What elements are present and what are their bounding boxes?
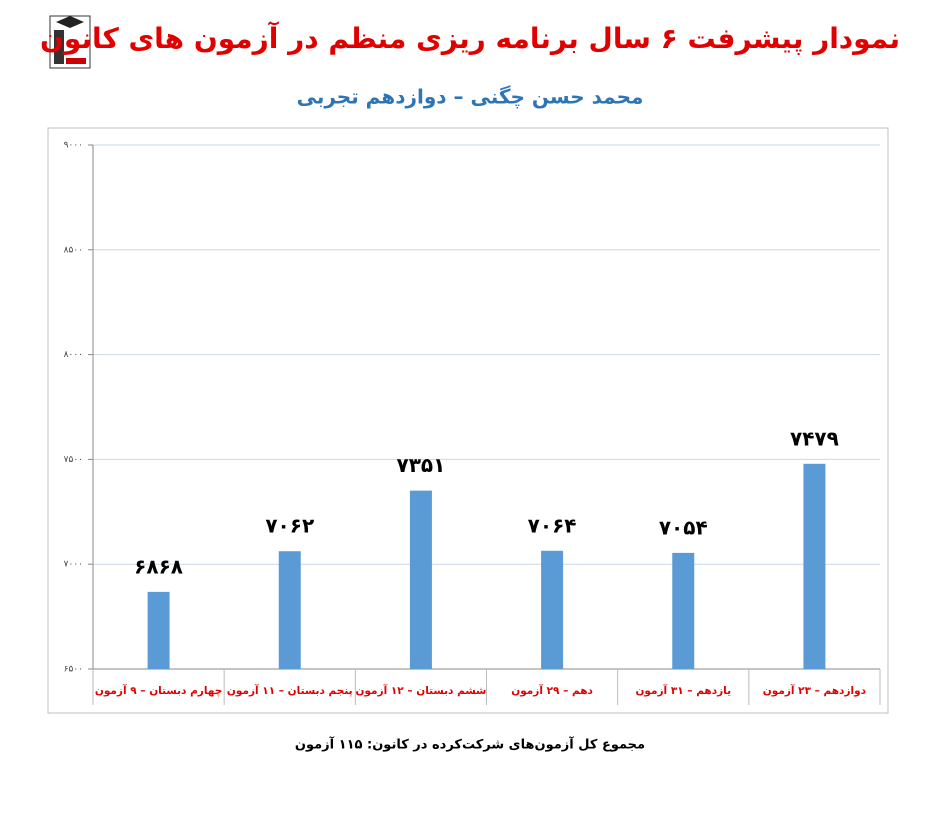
bar	[278, 551, 301, 669]
x-tick-label: چهارم دبستان – ۹ آزمون	[95, 684, 222, 697]
data-label: ۷۰۶۲	[265, 514, 314, 538]
data-label: ۷۴۷۹	[790, 426, 839, 450]
data-label: ۶۸۶۸	[134, 554, 183, 578]
y-tick-label: ۷۵۰۰	[64, 455, 83, 465]
y-tick-label: ۸۰۰۰	[64, 350, 83, 360]
data-label: ۷۰۵۴	[659, 515, 708, 539]
chart-title: نمودار پیشرفت ۶ سال برنامه ریزی منظم در …	[40, 21, 900, 55]
x-tick-label: یازدهم – ۳۱ آزمون	[635, 684, 731, 697]
data-label: ۷۳۵۱	[397, 453, 446, 477]
bar	[672, 552, 695, 669]
y-tick-label: ۹۰۰۰	[64, 141, 83, 151]
y-tick-label: ۶۵۰۰	[64, 665, 83, 675]
bar	[803, 463, 826, 669]
logo	[49, 15, 91, 69]
x-tick-label: پنجم دبستان – ۱۱ آزمون	[227, 684, 353, 697]
y-tick-label: ۷۰۰۰	[64, 560, 83, 570]
chart-subtitle: محمد حسن چگنی – دوازدهم تجربی	[297, 85, 644, 110]
x-tick-label: ششم دبستان – ۱۲ آزمون	[355, 684, 486, 697]
bar	[147, 591, 170, 669]
bar	[541, 550, 564, 669]
bar	[409, 490, 432, 669]
x-tick-label: دهم – ۲۹ آزمون	[511, 684, 593, 697]
footnote: مجموع کل آزمون‌های شرکت‌کرده در کانون: ۱…	[295, 736, 645, 753]
x-tick-label: دوازدهم – ۲۳ آزمون	[763, 684, 867, 697]
chart-frame	[47, 127, 889, 714]
data-label: ۷۰۶۴	[528, 513, 577, 537]
y-tick-label: ۸۵۰۰	[64, 245, 83, 255]
